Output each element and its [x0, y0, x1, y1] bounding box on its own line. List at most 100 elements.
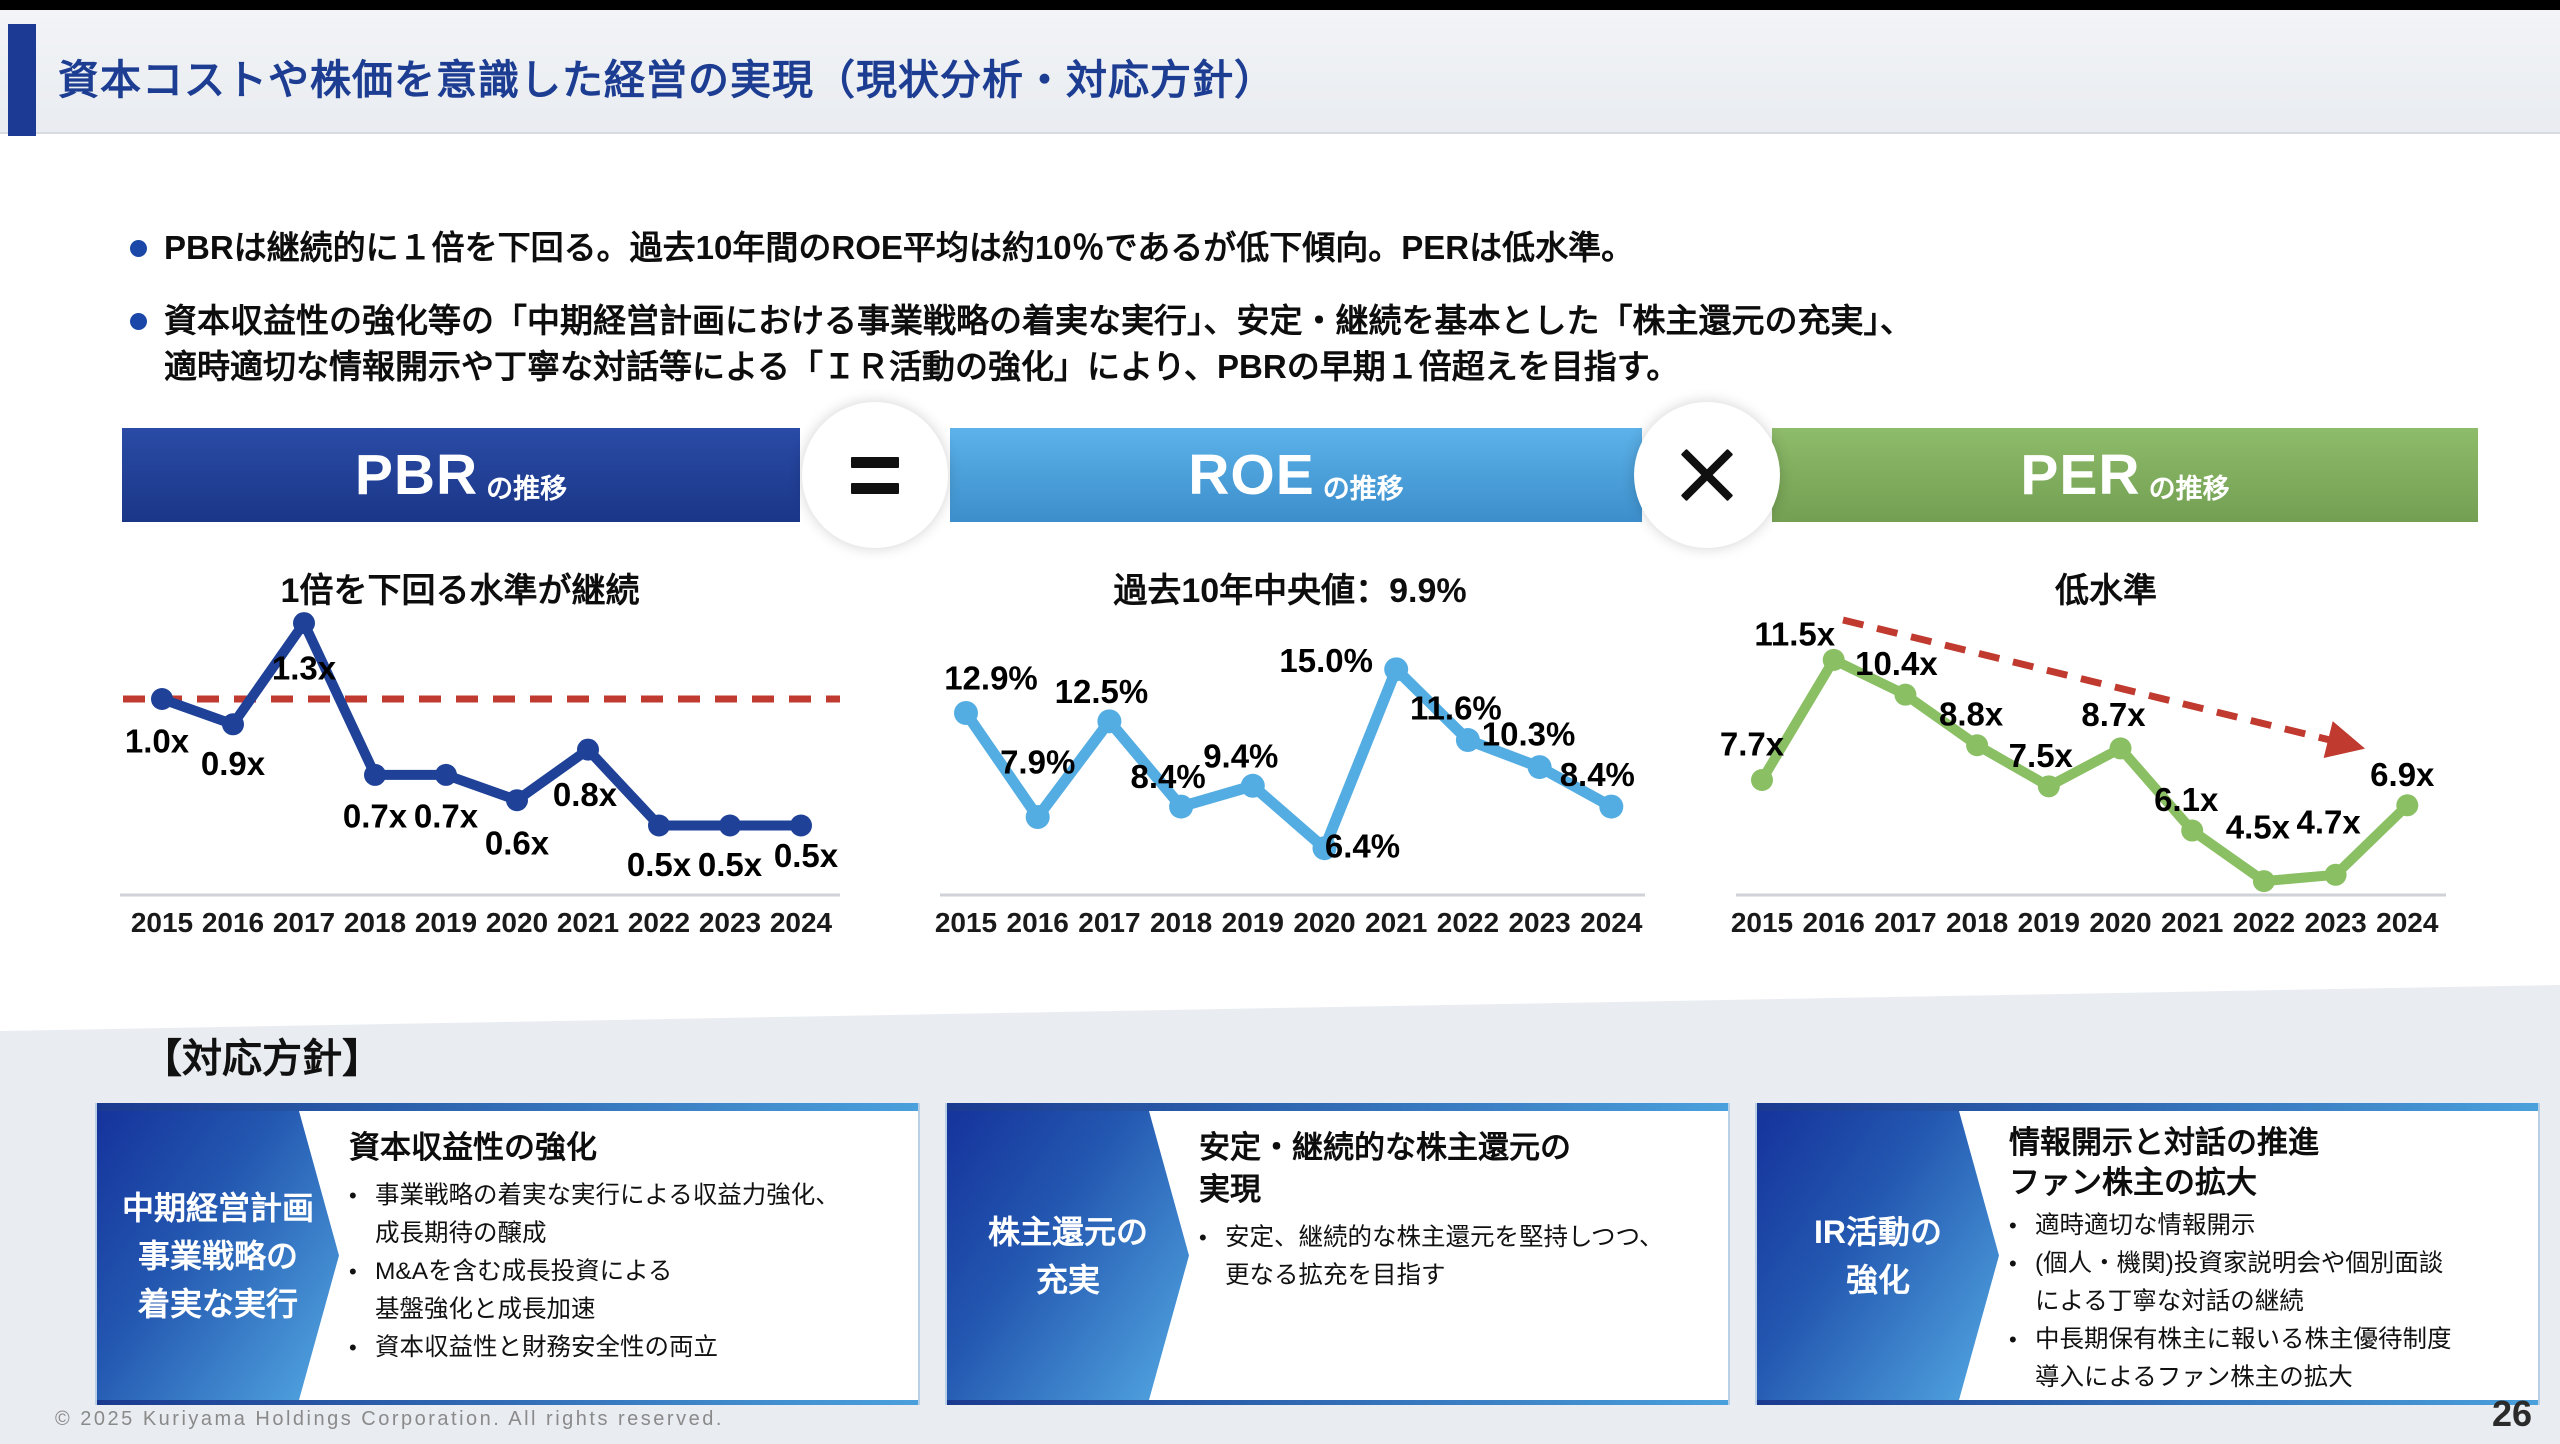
chevron-line: 強化 [1845, 1261, 1910, 1298]
svg-text:8.4%: 8.4% [1560, 756, 1635, 793]
svg-text:0.5x: 0.5x [627, 846, 692, 883]
chevron-shareholder-return: 株主還元の 充実 [947, 1111, 1189, 1400]
bullet-dot-icon: • [2009, 1213, 2017, 1238]
svg-text:2017: 2017 [1874, 907, 1936, 938]
bullet-dot-icon: • [1199, 1225, 1207, 1250]
pbr-label: PBR [354, 443, 479, 507]
box-bottom-border [1757, 1400, 2538, 1405]
pbr-suffix: の推移 [486, 473, 568, 504]
svg-text:2024: 2024 [2376, 907, 2439, 938]
svg-text:2023: 2023 [2304, 907, 2366, 938]
bullet-dot-icon: • [349, 1335, 357, 1360]
chevron-line: 株主還元の [987, 1213, 1148, 1250]
chevron-midterm-plan: 中期経営計画 事業戦略の 着実な実行 [97, 1111, 339, 1400]
svg-text:6.9x: 6.9x [2370, 756, 2435, 793]
svg-text:9.4%: 9.4% [1203, 737, 1278, 774]
key-message-1-text: PBRは継続的に１倍を下回る。過去10年間のROE平均は約10％であるが低下傾向… [164, 229, 1635, 266]
svg-text:0.7x: 0.7x [343, 797, 408, 834]
svg-text:2019: 2019 [1222, 907, 1284, 938]
top-black-strip [0, 0, 2560, 10]
svg-text:1.3x: 1.3x [272, 650, 337, 687]
per-chart-subtitle: 低水準 [2055, 572, 2157, 610]
svg-text:15.0%: 15.0% [1279, 642, 1373, 679]
policy-bullet: • 事業戦略の着実な実行による収益力強化、 成長期待の醸成 [349, 1177, 900, 1253]
svg-text:2016: 2016 [1803, 907, 1865, 938]
svg-text:0.5x: 0.5x [774, 837, 839, 874]
svg-text:10.3%: 10.3% [1482, 716, 1576, 753]
box-bottom-border [947, 1400, 1728, 1405]
svg-text:2020: 2020 [2089, 907, 2151, 938]
page-number: 26 [2491, 1393, 2532, 1434]
svg-text:2022: 2022 [1437, 907, 1499, 938]
policy-bullet: • 中長期保有株主に報いる株主優待制度 導入によるファン株主の拡大 [2009, 1321, 2520, 1397]
pbr-chart: 1.0x0.9x1.3x0.7x 0.7x0.6x0.8x0.5x 0.5x 0.5x… [120, 612, 840, 938]
svg-text:8.8x: 8.8x [1939, 696, 2004, 733]
svg-text:2015: 2015 [1731, 907, 1793, 938]
svg-text:4.7x: 4.7x [2296, 803, 2361, 840]
svg-text:2018: 2018 [344, 907, 406, 938]
svg-text:0.6x: 0.6x [485, 825, 550, 862]
policy-box-shareholder-return: 株主還元の 充実 安定・継続的な株主還元の 実現 • 安定、継続的な株主還元を堅… [945, 1103, 1730, 1405]
svg-text:2024: 2024 [770, 907, 833, 938]
box-title: 安定・継続的な株主還元の 実現 [1199, 1130, 1571, 1207]
svg-text:2022: 2022 [628, 907, 690, 938]
page-title: 資本コストや株価を意識した経営の実現（現状分析・対応方針） [58, 57, 1276, 103]
svg-text:0.7x: 0.7x [414, 797, 479, 834]
policy-bullet: • 資本収益性と財務安全性の両立 [349, 1329, 900, 1367]
svg-text:12.5%: 12.5% [1055, 673, 1149, 710]
box-top-border [97, 1103, 918, 1111]
per-chart: 7.7x 11.5x 10.4x8.8x7.5x8.7x 6.1x4.5x 4.7x6.… [1720, 615, 2446, 938]
footer-copyright: © 2025 Kuriyama Holdings Corporation. Al… [55, 1408, 724, 1430]
title-bar: 資本コストや株価を意識した経営の実現（現状分析・対応方針） [0, 10, 2560, 136]
times-circle [1634, 402, 1780, 548]
policy-box-midterm-plan: 中期経営計画 事業戦略の 着実な実行 資本収益性の強化 • 事業戦略の着実な実行… [95, 1103, 920, 1405]
svg-text:6.1x: 6.1x [2154, 781, 2219, 818]
per-suffix: の推移 [2148, 473, 2230, 504]
roe-chart: 12.9%7.9%12.5%8.4%9.4%6.4%15.0%11.6%10.3… [935, 642, 1645, 938]
policy-heading: 【対応方針】 [142, 1037, 382, 1081]
roe-suffix: の推移 [1322, 473, 1404, 504]
svg-text:0.8x: 0.8x [553, 776, 618, 813]
svg-text:8.7x: 8.7x [2081, 696, 2146, 733]
equals-circle [802, 402, 948, 548]
svg-text:0.9x: 0.9x [201, 745, 266, 782]
svg-text:7.7x: 7.7x [1720, 726, 1785, 763]
svg-text:2019: 2019 [2018, 907, 2080, 938]
svg-text:2017: 2017 [273, 907, 335, 938]
pbr-header-bar: PBR の推移 [122, 428, 800, 522]
pbr-chart-subtitle: 1倍を下回る水準が継続 [280, 572, 640, 610]
svg-text:7.5x: 7.5x [2009, 737, 2074, 774]
svg-text:11.6%: 11.6% [1410, 690, 1502, 727]
svg-text:4.5x: 4.5x [2226, 809, 2291, 846]
svg-text:2020: 2020 [486, 907, 548, 938]
svg-text:2019: 2019 [415, 907, 477, 938]
svg-text:2023: 2023 [1508, 907, 1570, 938]
svg-text:0.5x: 0.5x [698, 846, 763, 883]
svg-text:2021: 2021 [1365, 907, 1427, 938]
policy-bullet: • M&Aを含む成長投資による 基盤強化と成長加速 [349, 1253, 900, 1329]
svg-text:2018: 2018 [1150, 907, 1212, 938]
box-title: 資本収益性の強化 [349, 1130, 597, 1165]
svg-text:10.4x: 10.4x [1855, 645, 1938, 682]
title-accent-bar [8, 24, 36, 136]
svg-text:7.9%: 7.9% [1000, 744, 1075, 781]
chevron-line: IR活動の [1813, 1213, 1942, 1250]
policy-bullet: • (個人・機関)投資家説明会や個別面談 による丁寧な対話の継続 [2009, 1245, 2520, 1321]
box-top-border [947, 1103, 1728, 1111]
svg-text:2015: 2015 [131, 907, 193, 938]
svg-text:2016: 2016 [1007, 907, 1069, 938]
box-top-border [1757, 1103, 2538, 1111]
equals-icon [851, 456, 899, 494]
roe-header-bar: ROE の推移 [950, 428, 1642, 522]
svg-text:2018: 2018 [1946, 907, 2008, 938]
key-message-2-line1: 資本収益性の強化等の「中期経営計画における事業戦略の着実な実行」、安定・継続を基… [164, 302, 1913, 339]
chevron-line: 充実 [1035, 1261, 1100, 1298]
box-bottom-border [97, 1400, 918, 1405]
policy-section: 【対応方針】 中期経営計画 事業戦略の 着実な実行 資本収益性の強化 • 事業戦… [0, 985, 2560, 1444]
svg-text:11.5x: 11.5x [1754, 615, 1835, 652]
svg-text:2016: 2016 [202, 907, 264, 938]
times-icon [1671, 439, 1743, 511]
svg-text:1.0x: 1.0x [125, 723, 190, 760]
bullet-dot-icon [130, 240, 147, 257]
